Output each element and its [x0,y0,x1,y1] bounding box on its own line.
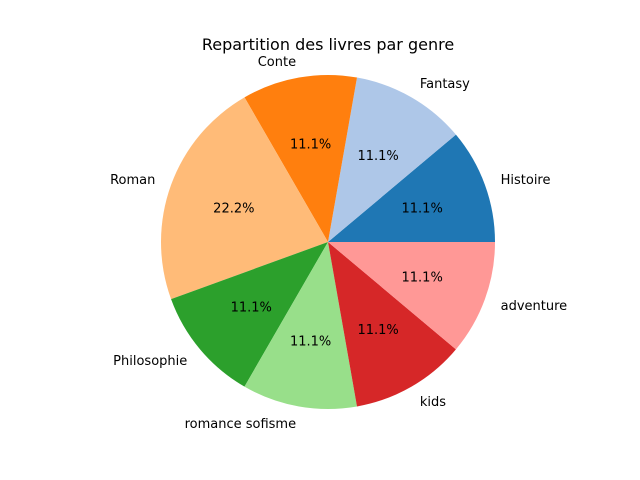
pie-category-label: Philosophie [113,354,187,369]
pie-slice-philosophie [171,242,328,387]
pie-slice-histoire [328,134,495,242]
pie-slices [160,74,495,409]
pie-category-label: kids [420,395,446,410]
pie-percent-label: 11.1% [402,270,443,285]
pie-slice-adventure [328,242,495,350]
pie-category-label: Conte [258,55,296,70]
chart-title: Repartition des livres par genre [202,35,454,54]
pie-percent-labels: 11.1% 11.1% 11.1% 22.2% 11.1% 11.1% 11.1% 11.1% [213,137,443,349]
pie-category-labels: Histoire Fantasy Conte Roman Philosophie roma… [110,55,567,432]
pie-percent-label: 11.1% [290,335,331,350]
pie-category-label: Histoire [501,173,551,188]
pie-slice-kids [328,242,456,407]
pie-percent-label: 22.2% [213,202,254,217]
pie-slice-fantasy [328,77,456,242]
pie-slice-romance-sofisme [244,242,357,409]
pie-percent-label: 11.1% [357,149,398,164]
pie-category-label: adventure [501,299,568,314]
pie-percent-label: 11.1% [357,323,398,338]
pie-slice-roman [160,97,328,300]
pie-category-label: romance sofisme [185,417,297,432]
pie-percent-label: 11.1% [290,137,331,152]
pie-percent-label: 11.1% [402,202,443,217]
pie-category-label: Roman [110,173,155,188]
pie-category-label: Fantasy [420,77,470,92]
pie-percent-label: 11.1% [231,300,272,315]
pie-slice-conte [244,74,357,242]
